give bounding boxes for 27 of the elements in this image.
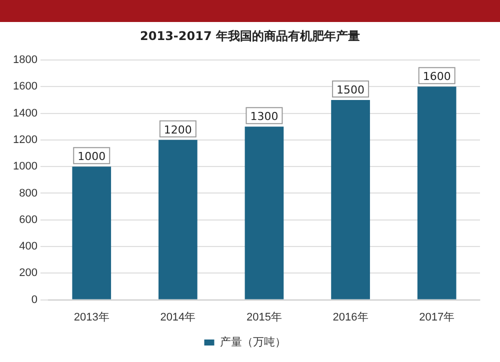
y-tick-label: 400 [19,240,38,253]
bar [244,126,284,300]
bar [417,86,456,300]
data-label: 1300 [250,110,278,123]
y-tick-label: 1600 [12,80,38,93]
bar [72,166,112,300]
y-tick-label: 600 [19,214,38,226]
data-label: 1000 [78,150,106,163]
y-tick-label: 1200 [12,134,38,146]
x-tick-label: 2015年 [246,311,282,324]
bar [331,100,370,300]
legend-label: 产量（万吨） [220,336,286,349]
y-tick-label: 200 [19,267,38,280]
data-label: 1600 [422,70,451,84]
y-tick-label: 1400 [12,107,38,120]
data-label: 1200 [164,123,192,136]
x-tick-label: 2017年 [419,311,455,324]
chart-title: 2013-2017 年我国的商品有机肥年产量 [139,28,361,45]
bar [158,140,198,300]
y-tick-label: 1000 [12,160,38,173]
y-tick-label: 800 [19,187,38,200]
y-tick-label: 1800 [12,54,38,66]
data-label: 1500 [336,83,365,96]
x-tick-label: 2014年 [160,311,196,324]
x-tick-label: 2013年 [74,311,110,324]
y-tick-label: 0 [31,294,38,306]
x-tick-label: 2016年 [332,311,368,324]
